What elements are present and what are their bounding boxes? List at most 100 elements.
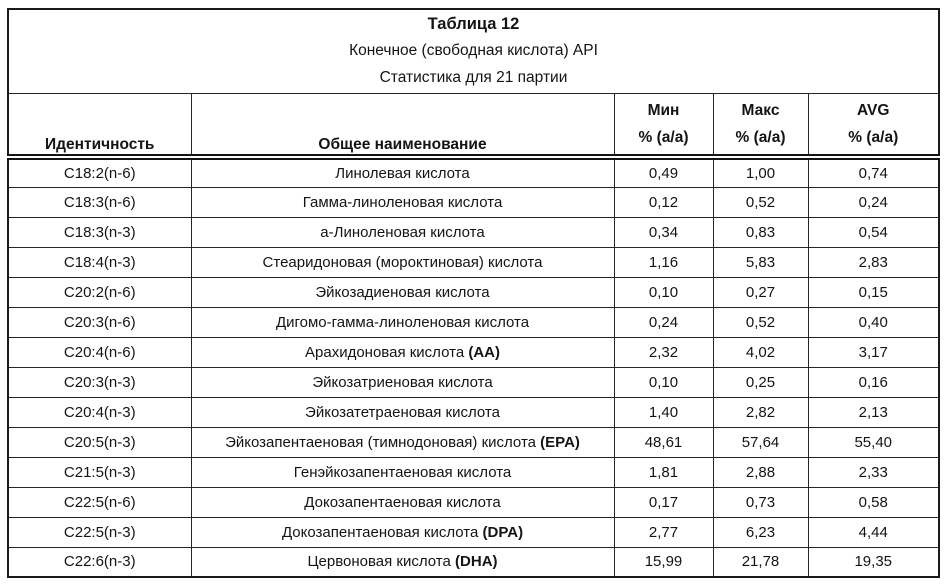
max-cell: 1,00	[712, 156, 809, 188]
identity-cell: C20:2(n-6)	[7, 276, 192, 308]
acronym-bold: (EPA)	[540, 433, 580, 451]
common-name-cell: Гамма-линоленовая кислота	[190, 186, 615, 218]
avg-cell: 55,40	[807, 426, 940, 458]
avg-cell: 0,54	[807, 216, 940, 248]
col-header-max: Макс % (a/a)	[712, 93, 809, 160]
common-name-cell: Линолевая кислота	[190, 156, 615, 188]
avg-cell: 0,24	[807, 186, 940, 218]
table-title-cell: Таблица 12 Конечное (свободная кислота) …	[7, 8, 940, 94]
min-cell: 1,16	[613, 246, 714, 278]
common-name-cell: Арахидоновая кислота (AA)	[190, 336, 615, 368]
max-cell: 2,82	[712, 396, 809, 428]
min-cell: 0,49	[613, 156, 714, 188]
avg-cell: 19,35	[807, 546, 940, 578]
max-cell: 0,27	[712, 276, 809, 308]
min-cell: 2,77	[613, 516, 714, 548]
max-cell: 4,02	[712, 336, 809, 368]
avg-cell: 0,40	[807, 306, 940, 338]
table-body: C18:2(n-6) Линолевая кислота 0,49 1,00 0,74 C…	[7, 156, 940, 578]
acronym-bold: (DHA)	[455, 553, 498, 571]
identity-cell: C22:5(n-6)	[7, 486, 192, 518]
table-title: Таблица 12	[427, 15, 520, 33]
max-cell: 2,88	[712, 456, 809, 488]
common-name-cell: Стеаридоновая (мороктиновая) кислота	[190, 246, 615, 278]
max-cell: 0,83	[712, 216, 809, 248]
common-name-cell: Эйкозадиеновая кислота	[190, 276, 615, 308]
table-subtitle: Конечное (свободная кислота) API	[349, 42, 598, 59]
table-row: C22:5(n-6) Докозапентаеновая кислота 0,17 0…	[7, 486, 940, 518]
min-cell: 0,12	[613, 186, 714, 218]
common-name-cell: Эйкозатриеновая кислота	[190, 366, 615, 398]
avg-cell: 0,15	[807, 276, 940, 308]
min-cell: 0,17	[613, 486, 714, 518]
table-row: C18:2(n-6) Линолевая кислота 0,49 1,00 0,74	[7, 156, 940, 188]
identity-cell: C22:5(n-3)	[7, 516, 192, 548]
col-header-min-unit: % (a/a)	[638, 129, 689, 146]
identity-cell: C20:4(n-6)	[7, 336, 192, 368]
table-subtitle-stats: Статистика для 21 партии	[379, 69, 568, 86]
common-name-cell: Дигомо-гамма-линоленовая кислота	[190, 306, 615, 338]
col-header-avg: AVG % (a/a)	[807, 93, 940, 160]
min-cell: 15,99	[613, 546, 714, 578]
min-cell: 48,61	[613, 426, 714, 458]
col-header-max-label: Макс	[741, 102, 780, 119]
col-header-min: Мин % (a/a)	[613, 93, 714, 160]
avg-cell: 2,13	[807, 396, 940, 428]
acronym-bold: (AA)	[468, 343, 500, 361]
min-cell: 1,81	[613, 456, 714, 488]
common-name-cell: Докозапентаеновая кислота (DPA)	[190, 516, 615, 548]
identity-cell: C20:3(n-3)	[7, 366, 192, 398]
common-name-cell: Докозапентаеновая кислота	[190, 486, 615, 518]
col-header-avg-label: AVG	[857, 102, 890, 119]
common-name-cell: Эйкозапентаеновая (тимнодоновая) кислота…	[190, 426, 615, 458]
max-cell: 0,73	[712, 486, 809, 518]
avg-cell: 2,33	[807, 456, 940, 488]
min-cell: 2,32	[613, 336, 714, 368]
identity-cell: C18:3(n-3)	[7, 216, 192, 248]
identity-cell: C20:3(n-6)	[7, 306, 192, 338]
table-row: C20:4(n-3) Эйкозатетраеновая кислота 1,40 2…	[7, 396, 940, 428]
col-header-max-unit: % (a/a)	[735, 129, 786, 146]
table-row: C18:4(n-3) Стеаридоновая (мороктиновая) к…	[7, 246, 940, 278]
max-cell: 57,64	[712, 426, 809, 458]
identity-cell: C20:4(n-3)	[7, 396, 192, 428]
table-row: C22:6(n-3) Цервоновая кислота (DHA) 15,99 2…	[7, 546, 940, 578]
table-row: C20:5(n-3) Эйкозапентаеновая (тимнодонова…	[7, 426, 940, 458]
avg-cell: 3,17	[807, 336, 940, 368]
avg-cell: 0,74	[807, 156, 940, 188]
avg-cell: 2,83	[807, 246, 940, 278]
min-cell: 1,40	[613, 396, 714, 428]
avg-cell: 4,44	[807, 516, 940, 548]
common-name-cell: Генэйкозапентаеновая кислота	[190, 456, 615, 488]
max-cell: 0,25	[712, 366, 809, 398]
table-row: C21:5(n-3) Генэйкозапентаеновая кислота 1,…	[7, 456, 940, 488]
min-cell: 0,10	[613, 366, 714, 398]
col-header-identity: Идентичность	[7, 93, 192, 160]
common-name-cell: Цервоновая кислота (DHA)	[190, 546, 615, 578]
max-cell: 21,78	[712, 546, 809, 578]
common-name-cell: а-Линоленовая кислота	[190, 216, 615, 248]
identity-cell: C21:5(n-3)	[7, 456, 192, 488]
statistics-table: Таблица 12 Конечное (свободная кислота) …	[7, 8, 940, 578]
col-header-min-label: Мин	[647, 102, 680, 119]
table-title-block: Таблица 12 Конечное (свободная кислота) …	[7, 8, 940, 94]
table-row: C18:3(n-6) Гамма-линоленовая кислота 0,12 0…	[7, 186, 940, 218]
identity-cell: C20:5(n-3)	[7, 426, 192, 458]
table-header-row: Идентичность Общее наименование Мин % (a…	[7, 93, 940, 160]
identity-cell: C18:4(n-3)	[7, 246, 192, 278]
avg-cell: 0,16	[807, 366, 940, 398]
col-header-avg-unit: % (a/a)	[848, 129, 899, 146]
table-row: C22:5(n-3) Докозапентаеновая кислота (DPA…	[7, 516, 940, 548]
acronym-bold: (DPA)	[482, 523, 524, 541]
max-cell: 0,52	[712, 186, 809, 218]
max-cell: 5,83	[712, 246, 809, 278]
table-row: C18:3(n-3) а-Линоленовая кислота 0,34 0,83 0…	[7, 216, 940, 248]
identity-cell: C18:2(n-6)	[7, 156, 192, 188]
table-row: C20:4(n-6) Арахидоновая кислота (AA) 2,32 4…	[7, 336, 940, 368]
max-cell: 6,23	[712, 516, 809, 548]
col-header-common-name: Общее наименование	[190, 93, 615, 160]
table-row: C20:3(n-6) Дигомо-гамма-линоленовая кисло…	[7, 306, 940, 338]
min-cell: 0,10	[613, 276, 714, 308]
avg-cell: 0,58	[807, 486, 940, 518]
